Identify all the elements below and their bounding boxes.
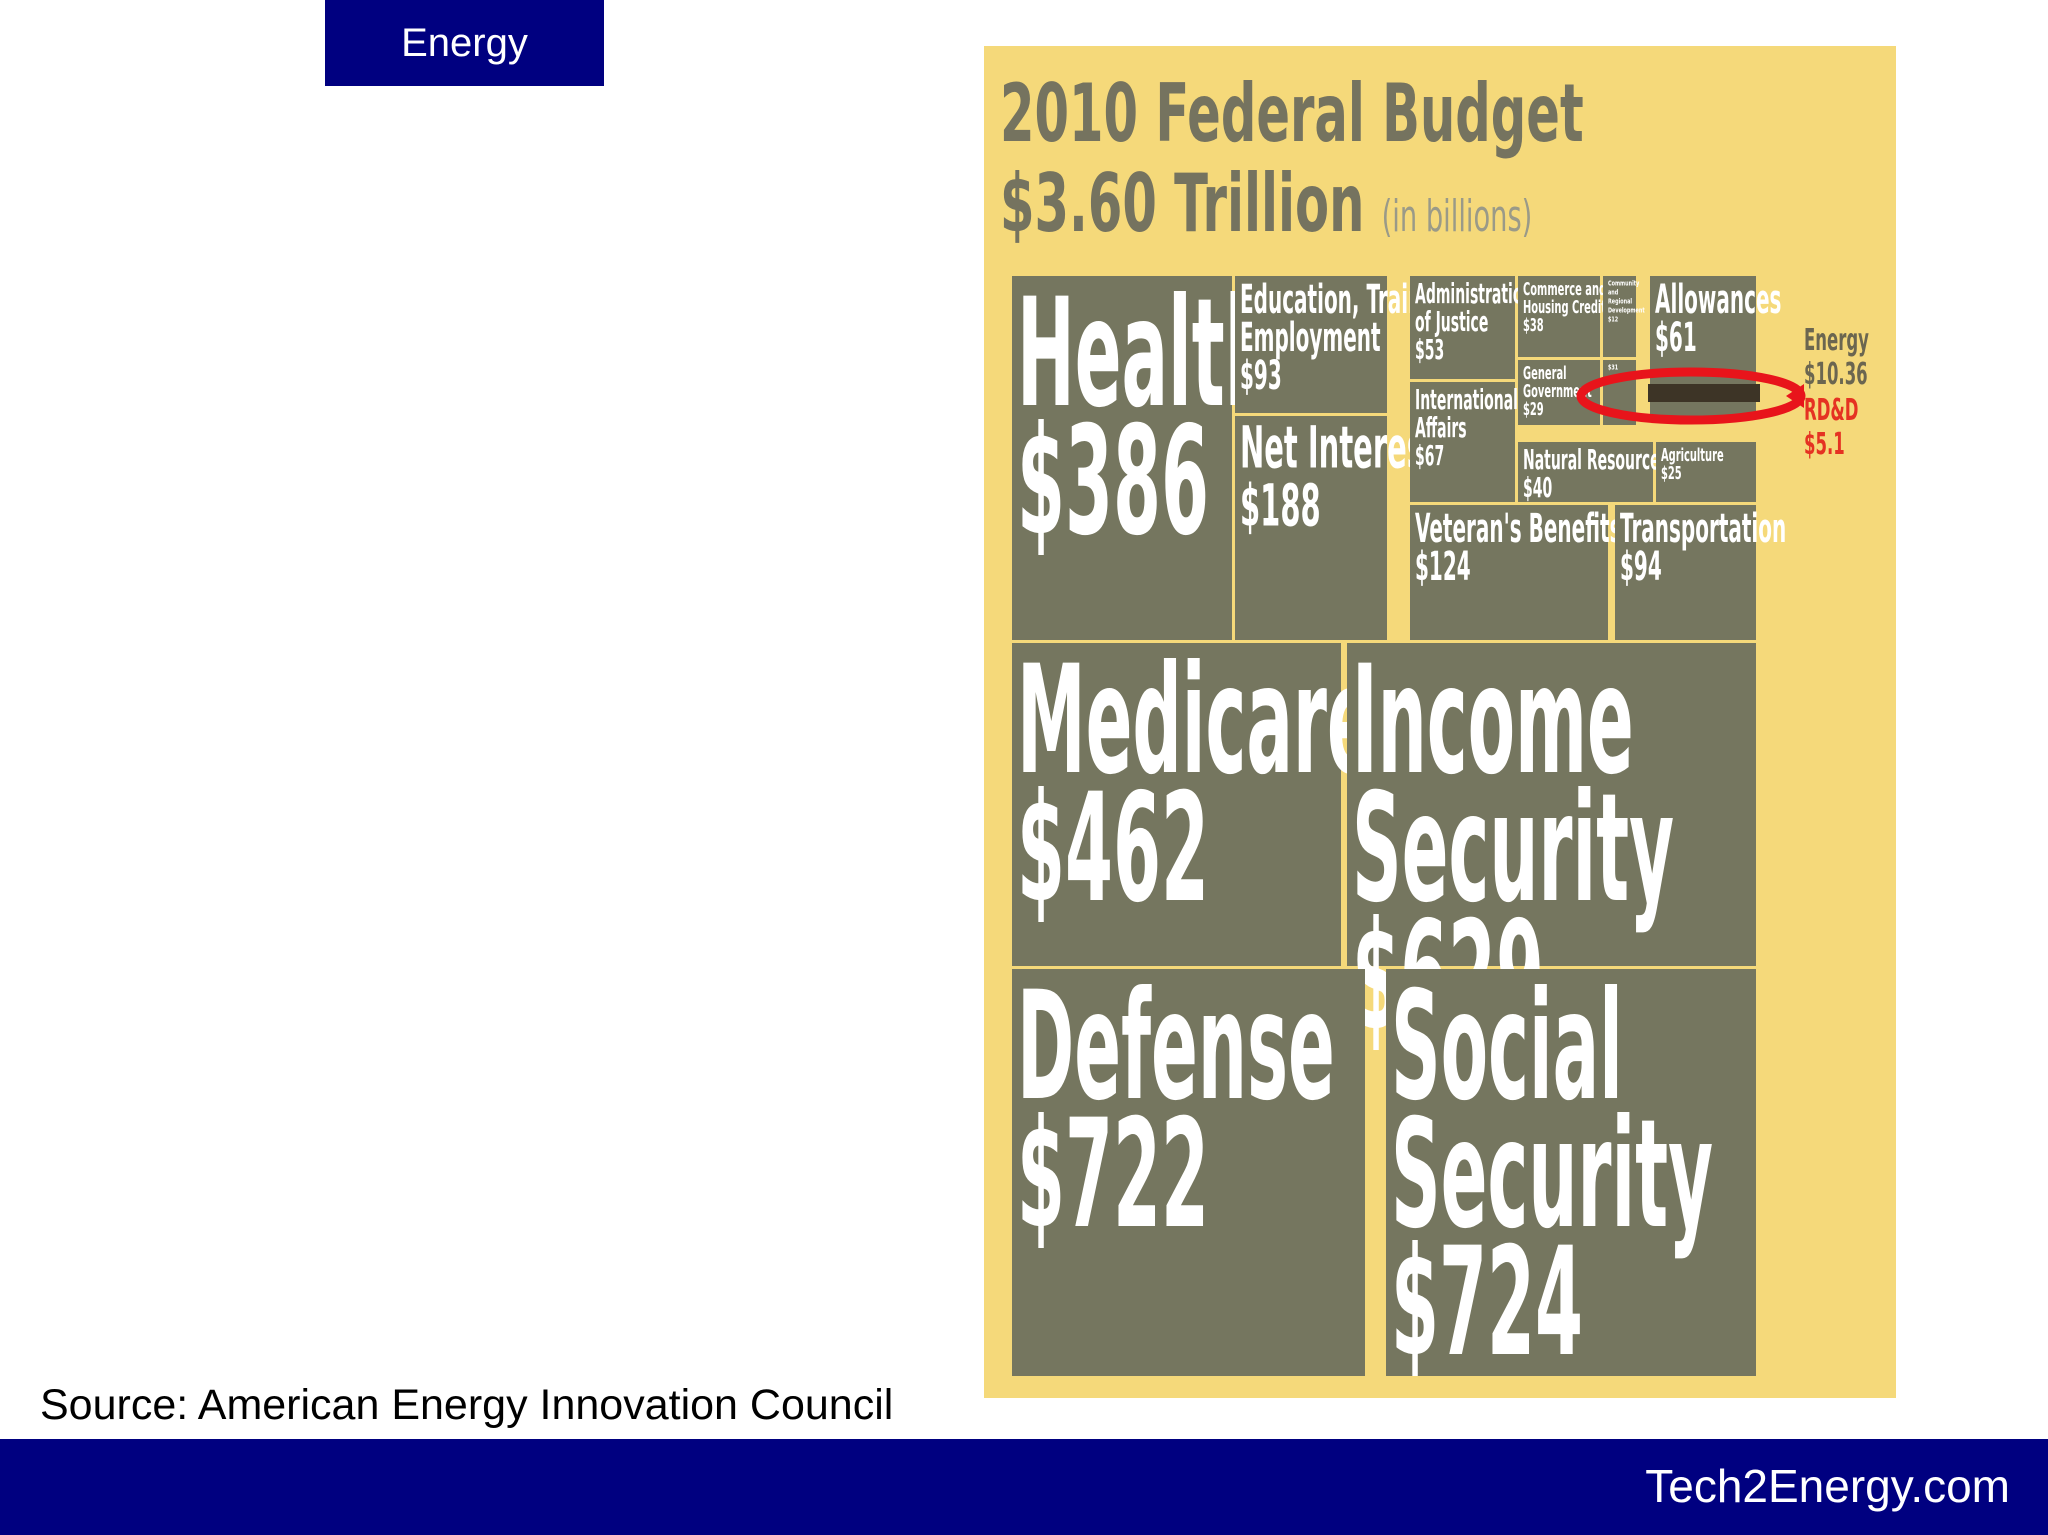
footer-site-link[interactable]: Tech2Energy.com (1645, 1459, 2010, 1513)
treemap-cell-transportation: Transportation$94 (1615, 505, 1786, 640)
treemap-cell-label: $462 (1017, 761, 1209, 936)
energy-bar (1648, 384, 1704, 402)
treemap-cell-label: $38 (1523, 316, 1544, 336)
energy-rdd-bar (1704, 384, 1760, 402)
treemap-cell-natural-resources: Natural Resources$40 (1518, 442, 1668, 505)
energy-label: $10.36 (1804, 357, 1868, 392)
treemap-cell-label: $61 (1655, 315, 1697, 361)
treemap-cell-defense: Defense$722 (1012, 959, 1365, 1376)
budget-treemap-panel: 2010 Federal Budget $3.60 Trillion (in b… (984, 46, 1896, 1398)
treemap-cell-health: Health$386 (1012, 266, 1274, 640)
source-note: Source: American Energy Innovation Counc… (40, 1381, 893, 1430)
treemap-cell-label: $53 (1415, 334, 1444, 367)
treemap-cell-medicare: Medicare$462 (1012, 633, 1374, 966)
treemap-cell-label: $12 (1608, 316, 1618, 324)
treemap-cell-label: $31 (1608, 364, 1618, 372)
treemap-cell-label: $724 (1391, 1215, 1583, 1390)
treemap-cell-label: Development (1608, 307, 1645, 315)
treemap-cell-label: $25 (1661, 464, 1682, 484)
energy-label: Energy (1804, 323, 1869, 358)
footer-bar: Tech2Energy.com (0, 1439, 2048, 1535)
treemap-cell-label: $67 (1415, 440, 1444, 473)
treemap-cell-agriculture: Agriculture$25 (1656, 442, 1756, 502)
treemap-cell-label: $40 (1523, 472, 1552, 505)
section-tab-energy: Energy (325, 0, 604, 86)
treemap-cell-label: Commerce and (1523, 280, 1606, 300)
rdd-label: RD&D (1804, 393, 1858, 428)
treemap-cell-label: $386 (1017, 394, 1209, 569)
treemap-cell-veterans: Veteran's Benefits$124 (1410, 505, 1621, 640)
treemap-cell-label: Community (1608, 280, 1639, 288)
treemap-cell-label: $93 (1240, 353, 1282, 399)
treemap-cell-label: and (1608, 289, 1618, 297)
treemap-cell-label: $29 (1523, 400, 1544, 420)
treemap-cell-label: $722 (1017, 1087, 1209, 1262)
treemap-cell-label: Housing Credit (1523, 298, 1606, 318)
treemap-cell-label: General (1523, 364, 1567, 384)
treemap-cell-label: $94 (1620, 544, 1662, 590)
treemap-cell-label: $188 (1240, 471, 1321, 539)
treemap-cell-label: Agriculture (1661, 446, 1724, 466)
treemap-cell-label: Regional (1608, 298, 1632, 306)
treemap-cell-net-interest: Net Interest$188 (1235, 413, 1438, 640)
treemap-cell-label: $124 (1415, 544, 1471, 590)
rdd-label: $5.1 (1804, 427, 1845, 462)
